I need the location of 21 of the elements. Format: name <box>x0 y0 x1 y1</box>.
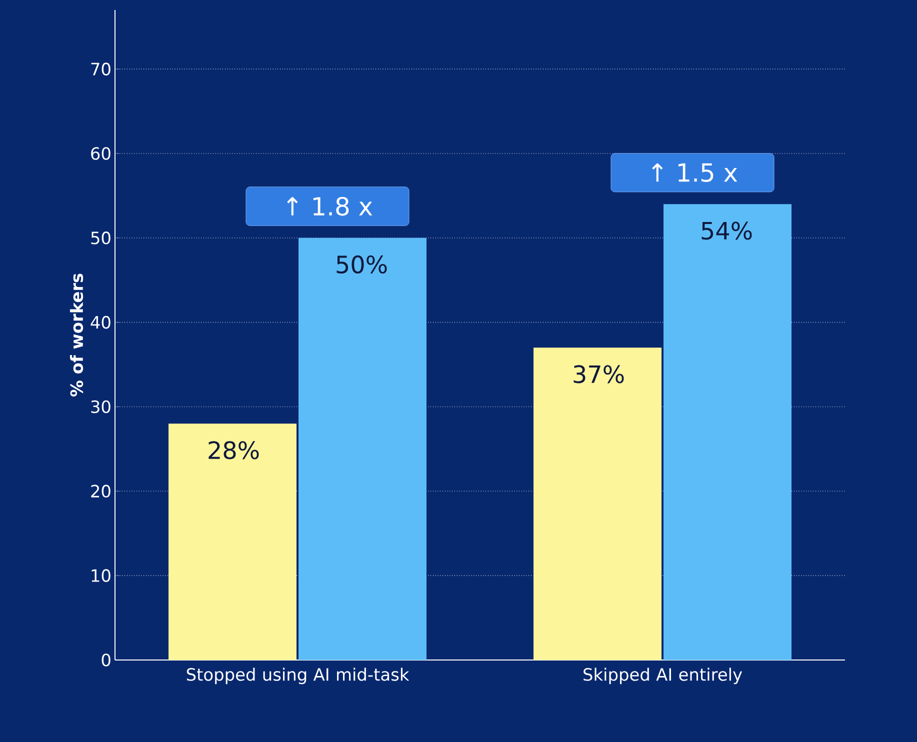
y-axis-title: % of workers <box>70 274 84 396</box>
y-tick-label: 20 <box>91 484 110 498</box>
y-tick-label: 70 <box>91 62 110 76</box>
y-tick-label: 60 <box>91 147 110 160</box>
x-tick-label: Skipped AI entirely <box>584 668 742 684</box>
y-tick-label: 30 <box>91 400 110 414</box>
y-tick-label: 50 <box>91 231 110 244</box>
bar <box>168 424 297 660</box>
y-tick-label: 40 <box>90 316 110 329</box>
bar <box>664 204 792 660</box>
data-label: 37% <box>574 365 624 384</box>
data-label: 28% <box>208 441 259 460</box>
data-label: 50% <box>336 255 387 274</box>
data-label: 54% <box>702 222 752 240</box>
x-tick-label: Stopped using AI mid-task <box>186 668 410 684</box>
y-tick-label: 0 <box>102 654 110 666</box>
annotation: ↑ 1.8 x <box>287 196 372 216</box>
y-tick-label: 10 <box>92 569 110 582</box>
bar <box>534 348 662 660</box>
bar <box>298 238 427 660</box>
annotation: ↑ 1.5 x <box>652 163 738 182</box>
